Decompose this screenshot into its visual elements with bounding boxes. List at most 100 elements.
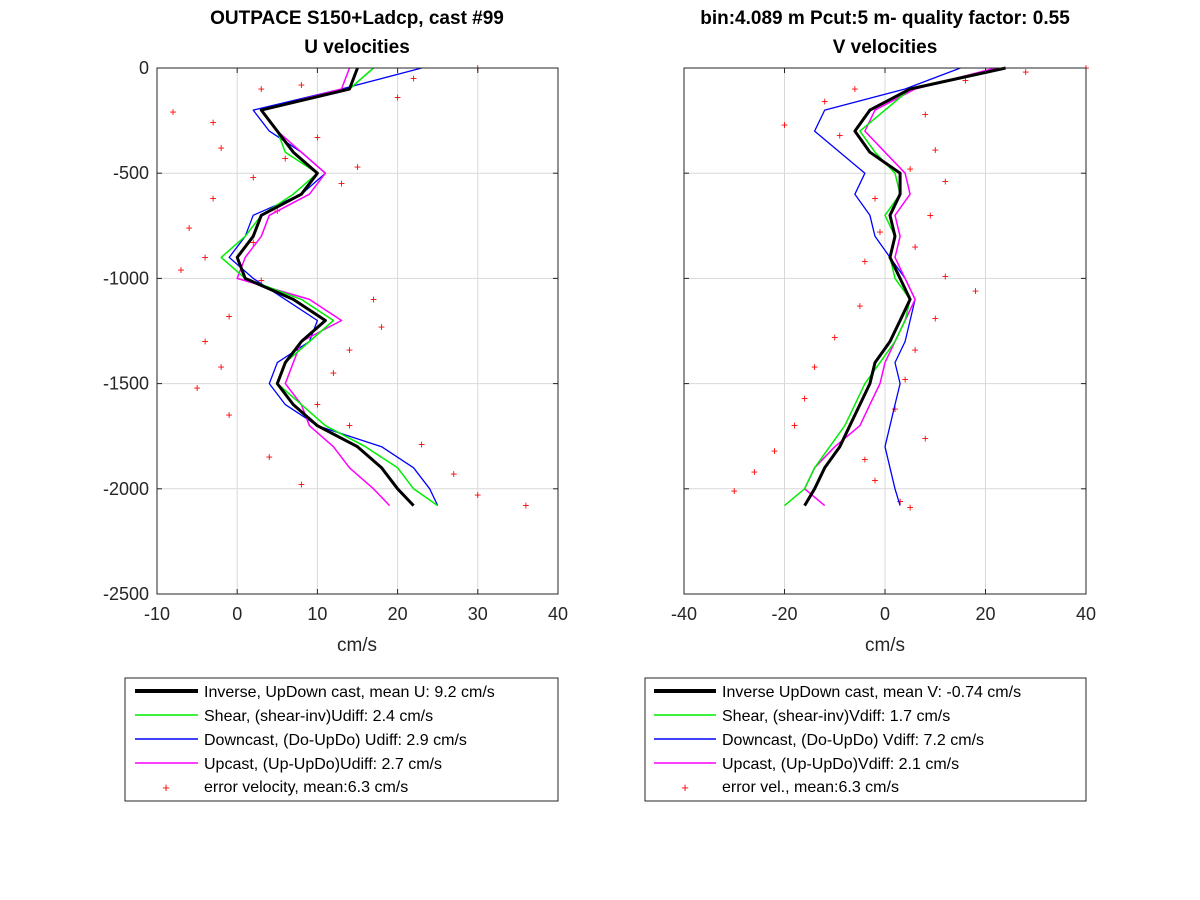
u-legend-inverse-label: Inverse, UpDown cast, mean U: 9.2 cm/s xyxy=(204,684,495,701)
u-x-tick-label: 20 xyxy=(388,604,408,624)
v-x-axis-label: cm/s xyxy=(865,635,905,656)
v-upcast-line xyxy=(803,67,996,507)
v-error-point: + xyxy=(932,311,939,325)
u-error-point: + xyxy=(298,478,305,492)
v-error-point: + xyxy=(751,465,758,479)
u-error-point: + xyxy=(178,263,185,277)
v-legend-box xyxy=(644,677,1087,802)
v-velocity-panel: bin:4.089 m Pcut:5 m- quality factor: 0.… xyxy=(644,8,1096,802)
u-legend-downcast-label: Downcast, (Do-UpDo) Udiff: 2.9 cm/s xyxy=(204,732,467,749)
u-panel-title: OUTPACE S150+Ladcp, cast #99 xyxy=(210,8,504,29)
v-error-point: + xyxy=(836,128,843,142)
v-panel-title: bin:4.089 m Pcut:5 m- quality factor: 0.… xyxy=(700,8,1070,29)
u-error-point: + xyxy=(250,236,257,250)
u-error-point: + xyxy=(226,408,233,422)
v-error-point: + xyxy=(831,330,838,344)
v-legend-inverse-label: Inverse UpDown cast, mean V: -0.74 cm/s xyxy=(722,684,1021,701)
v-x-tick-label: 20 xyxy=(975,604,995,624)
u-legend-shear-label: Shear, (shear-inv)Udiff: 2.4 cm/s xyxy=(204,708,433,725)
u-error-point: + xyxy=(258,82,265,96)
u-y-tick-label: -500 xyxy=(113,163,149,183)
v-error-point: + xyxy=(821,95,828,109)
v-legend-upcast-label: Upcast, (Up-UpDo)Vdiff: 2.1 cm/s xyxy=(722,756,959,773)
u-error-point: + xyxy=(410,72,417,86)
u-error-point: + xyxy=(418,438,425,452)
v-error-point: + xyxy=(972,284,979,298)
u-error-point: + xyxy=(346,343,353,357)
u-error-point: + xyxy=(266,450,273,464)
u-x-axis-label: cm/s xyxy=(337,635,377,656)
u-inverse-line xyxy=(235,67,415,507)
u-ticks: -10 0 10 20 30 40 0 -500 -1000 -1500 -2000 -2500 xyxy=(103,58,568,624)
v-error-point: + xyxy=(892,402,899,416)
v-inverse-line xyxy=(803,66,1006,507)
u-error-point: + xyxy=(450,467,457,481)
u-y-tick-label: -1000 xyxy=(103,268,149,288)
v-shear-line xyxy=(784,67,1006,507)
u-x-tick-label: -10 xyxy=(144,604,170,624)
v-error-point: + xyxy=(791,419,798,433)
u-error-point: + xyxy=(202,250,209,264)
v-legend-downcast-label: Downcast, (Do-UpDo) Vdiff: 7.2 cm/s xyxy=(722,732,984,749)
v-error-point: + xyxy=(851,82,858,96)
u-y-tick-label: 0 xyxy=(139,58,149,78)
u-panel-subtitle: U velocities xyxy=(304,37,410,58)
v-plot-area: +++++++++++++++++++++++++++++++++++ xyxy=(731,61,1090,515)
v-error-point: + xyxy=(771,444,778,458)
u-error-point: + xyxy=(314,130,321,144)
u-error-point: + xyxy=(282,151,289,165)
u-error-point: + xyxy=(218,141,225,155)
u-axes-frame xyxy=(156,67,559,595)
u-error-point: + xyxy=(346,419,353,433)
v-error-point: + xyxy=(897,494,904,508)
u-error-point: + xyxy=(474,488,481,502)
u-error-point: + xyxy=(378,320,385,334)
u-plot-area: +++++++++++++++++++++++++++++++++++++ xyxy=(170,61,530,513)
u-error-point: + xyxy=(170,105,177,119)
v-error-point: + xyxy=(871,191,878,205)
u-error-point: + xyxy=(210,191,217,205)
v-error-point: + xyxy=(876,225,883,239)
u-legend-error-marker: + xyxy=(162,780,170,795)
u-error-point: + xyxy=(202,335,209,349)
u-error-point: + xyxy=(354,160,361,174)
v-error-point: + xyxy=(962,74,969,88)
u-error-point: + xyxy=(330,366,337,380)
v-error-point: + xyxy=(731,484,738,498)
v-legend: Inverse UpDown cast, mean V: -0.74 cm/s … xyxy=(644,677,1087,802)
v-x-tick-label: -20 xyxy=(771,604,797,624)
u-error-point: + xyxy=(218,360,225,374)
u-error-point: + xyxy=(194,381,201,395)
u-legend-upcast-label: Upcast, (Up-UpDo)Udiff: 2.7 cm/s xyxy=(204,756,442,773)
v-error-point: + xyxy=(781,118,788,132)
v-error-point: + xyxy=(942,175,949,189)
u-y-tick-label: -2000 xyxy=(103,479,149,499)
v-error-point: + xyxy=(912,240,919,254)
v-error-point: + xyxy=(907,162,914,176)
v-error-point: + xyxy=(871,473,878,487)
u-error-point: + xyxy=(394,90,401,104)
v-legend-error-marker: + xyxy=(681,780,689,795)
v-x-tick-label: 0 xyxy=(880,604,890,624)
u-velocity-panel: OUTPACE S150+Ladcp, cast #99 U velocitie… xyxy=(103,8,568,802)
u-error-point: + xyxy=(250,170,257,184)
u-error-point: + xyxy=(226,309,233,323)
v-x-tick-label: -40 xyxy=(671,604,697,624)
u-x-tick-label: 10 xyxy=(307,604,327,624)
u-error-point: + xyxy=(258,274,265,288)
v-error-point: + xyxy=(927,208,934,222)
u-error-point: + xyxy=(314,398,321,412)
u-y-tick-label: -2500 xyxy=(103,584,149,604)
v-error-point: + xyxy=(907,501,914,515)
v-error-point: + xyxy=(932,143,939,157)
v-error-point: + xyxy=(912,343,919,357)
v-error-point: + xyxy=(1022,65,1029,79)
v-ticks: -40 -20 0 20 40 xyxy=(671,67,1096,624)
v-x-tick-label: 40 xyxy=(1076,604,1096,624)
u-x-tick-label: 40 xyxy=(548,604,568,624)
u-error-point: + xyxy=(186,221,193,235)
v-error-point: + xyxy=(801,391,808,405)
v-legend-error-label: error vel., mean:6.3 cm/s xyxy=(722,779,899,796)
u-error-point: + xyxy=(338,177,345,191)
